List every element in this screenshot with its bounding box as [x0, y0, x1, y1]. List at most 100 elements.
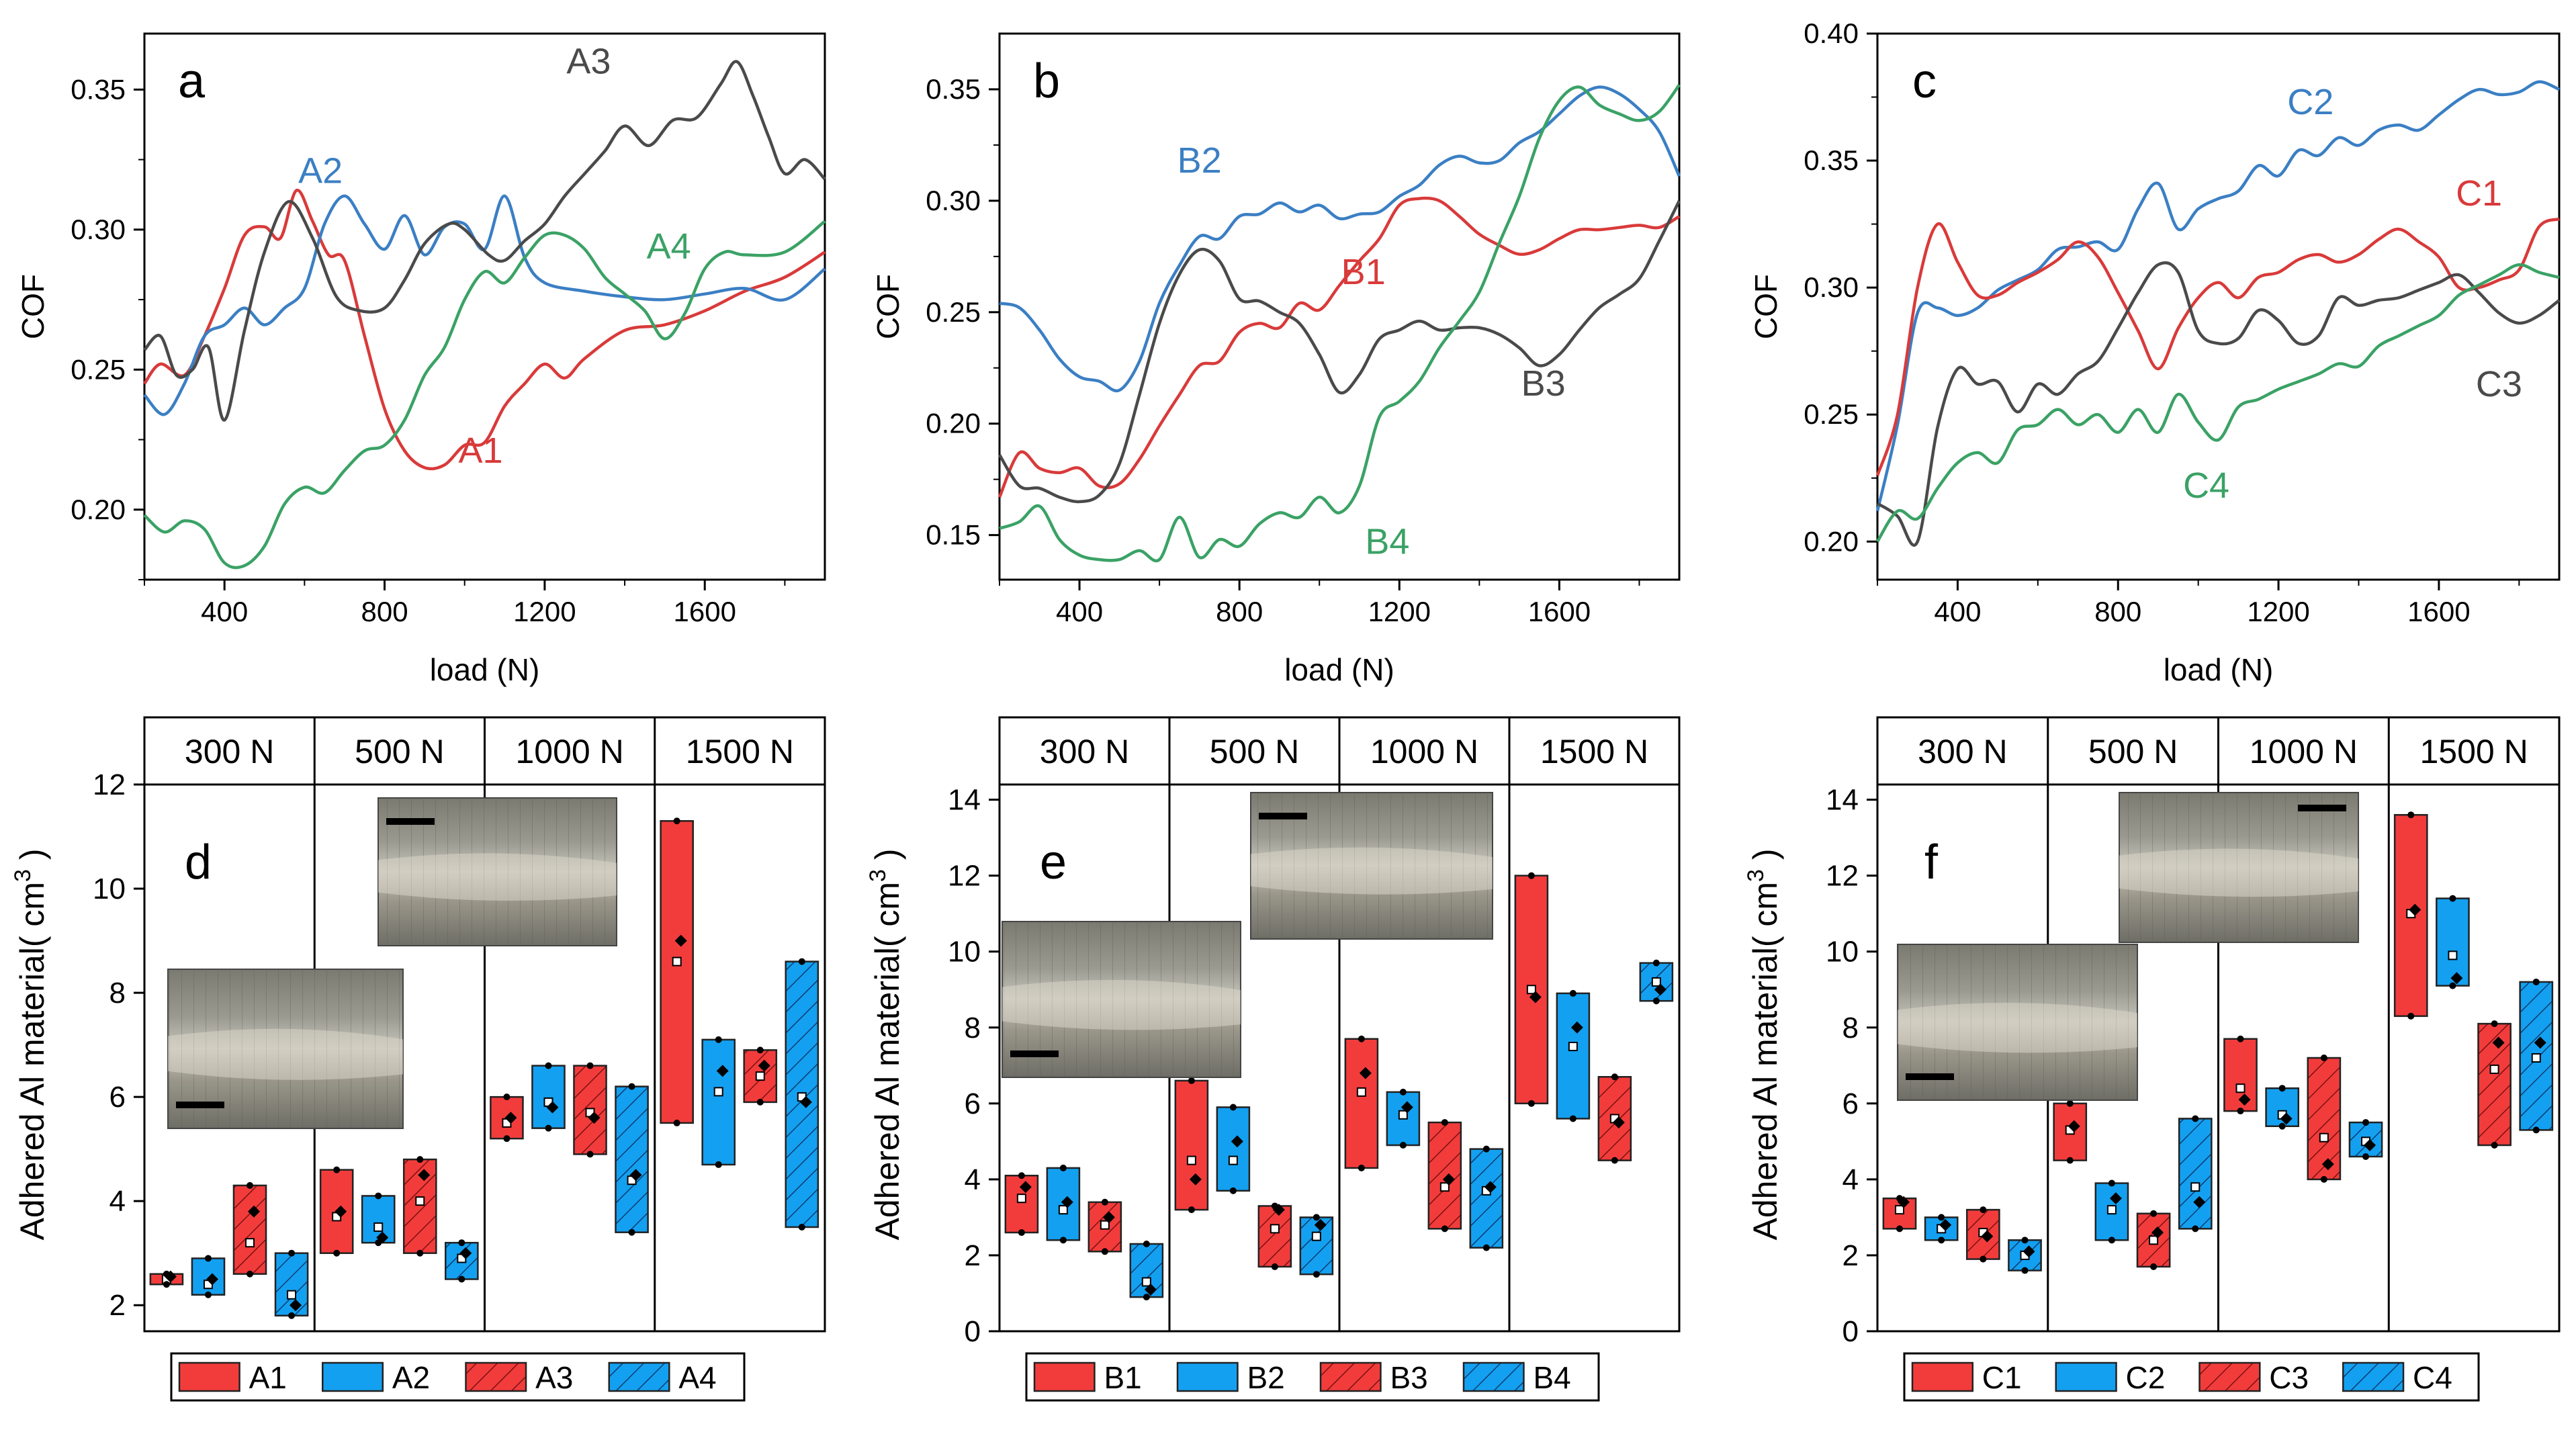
- max-marker: [1313, 1214, 1320, 1221]
- box-B3: [1427, 1121, 1462, 1230]
- box-C4: [2178, 1118, 2213, 1230]
- y-tick-label: 10: [948, 936, 981, 969]
- scale-bar: [386, 818, 435, 825]
- series-line-C4: [1876, 263, 2560, 543]
- wear-track: [1002, 979, 1241, 1030]
- y-tick-label: 0.20: [71, 494, 126, 525]
- mean-marker: [1568, 1042, 1578, 1052]
- min-marker: [2150, 1263, 2158, 1270]
- group-header-label: 1500 N: [1540, 733, 1648, 770]
- median-marker: [546, 1101, 559, 1114]
- y-tick-label: 0.30: [926, 185, 981, 216]
- min-marker: [375, 1239, 382, 1247]
- series-line-B2: [999, 85, 1681, 393]
- max-marker: [375, 1192, 382, 1200]
- max-marker: [1482, 1145, 1490, 1153]
- x-tick-label: 400: [1934, 596, 1981, 627]
- mean-marker: [2319, 1132, 2329, 1143]
- series-label-C1: C1: [2456, 173, 2502, 214]
- box-C3: [2307, 1057, 2342, 1181]
- series-label-C3: C3: [2476, 364, 2522, 404]
- min-marker: [333, 1249, 341, 1257]
- legend-swatch-B4: [1462, 1361, 1525, 1392]
- panel-c: 400 800 1200 1600 0.20 0.25 0.30 0.35 0.40 load (…: [1748, 17, 2561, 687]
- median-marker: [2492, 1036, 2505, 1049]
- x-tick-label: 800: [1216, 596, 1263, 627]
- y-tick-label: 14: [1826, 784, 1859, 817]
- series-label-C2: C2: [2287, 82, 2334, 122]
- scale-bar: [1010, 1050, 1059, 1057]
- min-marker: [2407, 1012, 2415, 1020]
- panel-d: 300 N 500 N 1000 N 1500 N 2 4 6 8 10 12 Adhered Al…: [10, 716, 826, 1402]
- micrograph-inset: [2119, 792, 2359, 943]
- median-marker: [758, 1059, 770, 1072]
- mean-marker: [2106, 1205, 2117, 1215]
- legend-frame: [1903, 1352, 2480, 1402]
- y-tick-label: 0: [1842, 1315, 1859, 1348]
- median-marker: [1939, 1218, 1952, 1231]
- legend-swatch-C4: [2342, 1361, 2405, 1392]
- y-tick-label: 0.15: [926, 519, 981, 551]
- min-marker: [1399, 1142, 1407, 1149]
- max-marker: [586, 1062, 594, 1069]
- y-tick-label: 12: [1826, 860, 1859, 893]
- box-A2: [361, 1195, 396, 1244]
- min-marker: [715, 1161, 722, 1168]
- max-marker: [1527, 872, 1535, 879]
- panel-b: 400 800 1200 1600 0.15 0.20 0.25 0.30 0.35 load (…: [871, 32, 1681, 687]
- median-marker: [1484, 1181, 1497, 1194]
- x-tick-label: 1200: [513, 596, 576, 627]
- max-marker: [2108, 1179, 2115, 1187]
- max-marker: [1938, 1214, 1945, 1221]
- max-marker: [333, 1166, 341, 1173]
- mean-marker: [1894, 1205, 1904, 1215]
- micrograph-inset: [1897, 944, 2138, 1101]
- max-marker: [2407, 811, 2415, 819]
- x-tick-label: 1200: [1368, 596, 1431, 627]
- max-marker: [416, 1156, 424, 1163]
- max-marker: [1652, 959, 1660, 967]
- mean-marker: [2489, 1064, 2499, 1074]
- group-header-label: 500 N: [355, 733, 444, 770]
- series-label-A4: A4: [647, 226, 691, 267]
- mean-marker: [1016, 1194, 1026, 1204]
- max-marker: [2021, 1237, 2029, 1244]
- box-A3: [232, 1184, 267, 1275]
- series-line-C3: [1876, 261, 2561, 547]
- group-header-label: 1000 N: [516, 733, 624, 770]
- y-tick-label: 6: [1842, 1087, 1859, 1120]
- legend-swatch-C3: [2199, 1361, 2261, 1392]
- box-B1: [1004, 1174, 1039, 1234]
- series-label-A3: A3: [566, 42, 611, 82]
- mean-marker: [2235, 1083, 2246, 1093]
- box-B2: [1216, 1106, 1251, 1192]
- max-marker: [1188, 1077, 1195, 1084]
- legend-swatch-A2: [322, 1361, 384, 1392]
- max-marker: [2449, 895, 2456, 902]
- legend-label-B2: B2: [1247, 1360, 1284, 1395]
- min-marker: [586, 1151, 594, 1158]
- legend-frame: [170, 1352, 746, 1402]
- legend-label-B4: B4: [1533, 1360, 1570, 1395]
- min-marker: [2108, 1237, 2115, 1244]
- series-label-B1: B1: [1341, 252, 1386, 292]
- max-marker: [1980, 1206, 1987, 1214]
- mean-marker: [672, 956, 682, 967]
- box-A2: [701, 1038, 736, 1166]
- y-tick-label: 0.35: [926, 73, 981, 105]
- median-marker: [459, 1247, 472, 1259]
- series-line-C1: [1875, 217, 2560, 476]
- median-marker: [206, 1273, 218, 1286]
- series-line-B4: [999, 83, 1681, 563]
- y-tick-label: 2: [965, 1239, 981, 1272]
- mean-marker: [1100, 1220, 1110, 1230]
- min-marker: [503, 1135, 510, 1143]
- y-tick-label: 0: [965, 1315, 981, 1348]
- series-line-A1: [143, 189, 826, 471]
- min-marker: [1101, 1248, 1108, 1255]
- micrograph-inset: [1250, 792, 1493, 940]
- median-marker: [588, 1112, 601, 1124]
- y-tick-label: 4: [109, 1185, 126, 1218]
- series-label-B3: B3: [1521, 363, 1566, 404]
